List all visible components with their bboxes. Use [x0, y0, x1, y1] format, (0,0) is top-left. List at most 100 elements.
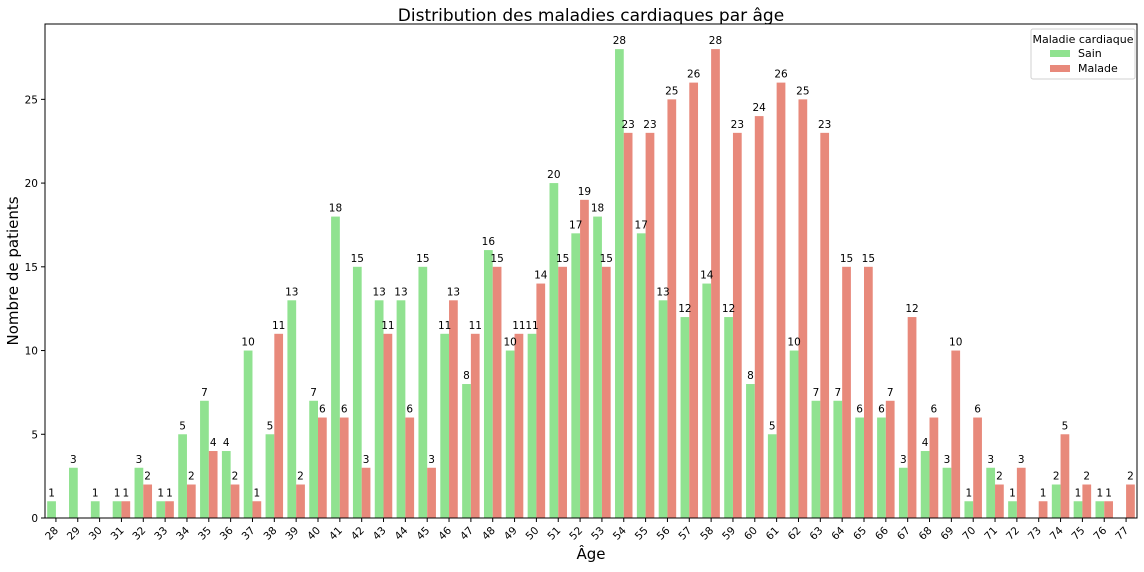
bar-malade-36: [230, 484, 240, 518]
bar-malade-70: [973, 417, 982, 518]
bar-malade-62: [798, 99, 808, 519]
data-label-malade-51: 15: [556, 253, 569, 265]
x-tick-label-65: 65: [851, 525, 869, 543]
x-tick-label-28: 28: [43, 525, 61, 543]
data-label-malade-52: 19: [578, 186, 591, 198]
bar-sain-51: [549, 183, 559, 518]
data-label-malade-76: 1: [1105, 487, 1112, 499]
data-label-malade-46: 13: [447, 286, 460, 298]
data-label-sain-35: 7: [201, 387, 208, 399]
data-label-malade-41: 6: [341, 404, 348, 416]
bar-sain-57: [680, 317, 690, 518]
bar-malade-53: [601, 266, 611, 518]
bar-malade-58: [711, 49, 720, 519]
bar-malade-55: [645, 132, 655, 518]
x-tick-label-66: 66: [873, 524, 891, 542]
x-tick-label-71: 71: [982, 525, 1000, 543]
data-label-malade-75: 2: [1083, 471, 1090, 483]
x-tick-label-68: 68: [917, 525, 935, 543]
bar-malade-57: [689, 82, 699, 519]
x-tick-label-55: 55: [633, 525, 651, 543]
x-axis-label: Âge: [576, 544, 605, 563]
data-label-malade-53: 15: [600, 253, 613, 265]
legend-label-malade: Malade: [1078, 62, 1118, 75]
data-label-sain-30: 1: [92, 487, 99, 499]
bar-sain-70: [964, 501, 974, 518]
data-label-sain-33: 1: [157, 487, 164, 499]
data-label-sain-42: 15: [351, 253, 364, 265]
chart-title: Distribution des maladies cardiaques par…: [398, 6, 784, 26]
data-label-malade-42: 3: [363, 454, 370, 466]
data-label-sain-62: 10: [787, 337, 800, 349]
x-tick-label-61: 61: [764, 525, 782, 543]
data-label-sain-66: 6: [878, 404, 885, 416]
bar-sain-46: [440, 333, 450, 518]
data-label-sain-61: 5: [769, 420, 776, 432]
data-label-sain-58: 14: [700, 270, 714, 282]
x-tick-label-74: 74: [1048, 524, 1066, 542]
data-label-malade-33: 1: [166, 487, 173, 499]
data-label-malade-44: 6: [406, 404, 413, 416]
x-tick-label-42: 42: [349, 525, 367, 543]
data-label-sain-46: 11: [438, 320, 451, 332]
data-label-sain-49: 10: [504, 337, 517, 349]
plot-frame: [44, 23, 1138, 519]
bar-sain-29: [69, 467, 78, 518]
bar-malade-50: [536, 283, 546, 518]
data-label-malade-67: 12: [905, 303, 918, 315]
data-label-sain-38: 5: [267, 420, 274, 432]
bar-malade-74: [1060, 434, 1070, 518]
data-label-malade-55: 23: [643, 119, 656, 131]
bar-malade-33: [165, 501, 174, 518]
data-label-sain-44: 13: [394, 286, 407, 298]
bar-sain-54: [615, 49, 624, 519]
data-label-malade-58: 28: [709, 35, 722, 47]
bar-sain-62: [789, 350, 799, 518]
legend-swatch-sain: [1050, 50, 1070, 57]
bar-malade-38: [274, 333, 284, 518]
bar-malade-68: [929, 417, 939, 518]
data-label-malade-48: 15: [490, 253, 503, 265]
bar-sain-76: [1095, 501, 1105, 518]
data-label-sain-32: 3: [136, 454, 143, 466]
data-label-malade-36: 2: [232, 471, 239, 483]
bar-malade-71: [995, 484, 1004, 518]
bar-malade-32: [143, 484, 153, 518]
data-label-sain-54: 28: [613, 35, 626, 47]
bar-sain-69: [942, 467, 952, 518]
bar-sain-39: [287, 300, 297, 518]
bar-sain-66: [877, 417, 886, 518]
y-axis-label: Nombre de patients: [4, 196, 22, 345]
data-label-sain-75: 1: [1075, 487, 1082, 499]
bar-sain-50: [527, 333, 537, 518]
y-tick-label-0: 0: [31, 513, 38, 525]
bar-malade-37: [252, 501, 262, 518]
bar-sain-45: [418, 266, 428, 518]
x-tick-label-49: 49: [502, 525, 520, 543]
data-label-malade-35: 4: [210, 437, 217, 449]
bar-malade-42: [361, 467, 371, 518]
y-tick-label-10: 10: [25, 346, 38, 358]
bar-malade-54: [623, 132, 633, 518]
bar-malade-52: [580, 199, 589, 518]
bar-sain-40: [309, 400, 318, 518]
bar-sain-36: [221, 451, 231, 518]
x-tick-label-38: 38: [261, 525, 279, 543]
bar-malade-59: [732, 132, 742, 518]
x-tick-label-46: 46: [436, 524, 454, 542]
data-label-sain-70: 1: [965, 487, 972, 499]
y-tick-label-20: 20: [25, 178, 38, 190]
data-label-sain-36: 4: [223, 437, 230, 449]
data-label-sain-56: 13: [656, 286, 669, 298]
data-label-sain-69: 3: [944, 454, 951, 466]
bar-malade-35: [208, 451, 218, 518]
x-tick-label-60: 60: [742, 525, 760, 543]
bar-sain-72: [1008, 501, 1017, 518]
x-tick-label-63: 63: [807, 525, 825, 543]
bar-sain-43: [374, 300, 384, 518]
bar-malade-47: [470, 333, 480, 518]
data-label-malade-61: 26: [774, 69, 788, 81]
data-label-sain-74: 2: [1053, 471, 1060, 483]
data-label-sain-65: 6: [856, 404, 863, 416]
data-label-sain-72: 1: [1009, 487, 1016, 499]
